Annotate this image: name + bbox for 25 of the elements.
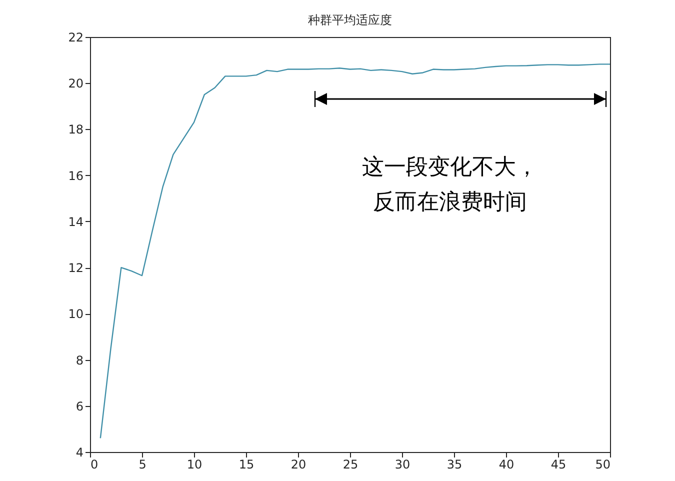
x-tick-label: 25 — [342, 458, 358, 472]
y-tick-label: 12 — [68, 261, 84, 276]
y-tick-label: 6 — [76, 399, 84, 414]
y-tick-label: 14 — [68, 214, 84, 229]
y-tick-label: 22 — [68, 30, 84, 44]
chart-title: 种群平均适应度 — [308, 13, 392, 27]
x-tick-label: 30 — [394, 458, 410, 472]
y-tick-label: 8 — [76, 353, 84, 368]
y-tick-label: 16 — [68, 168, 84, 183]
y-tick-label: 20 — [68, 76, 84, 91]
x-tick-label: 20 — [290, 458, 306, 472]
x-tick-label: 15 — [238, 458, 254, 472]
x-tick-label: 35 — [446, 458, 462, 472]
x-tick-label: 10 — [186, 458, 202, 472]
x-tick-label: 5 — [138, 458, 146, 472]
y-tick-label: 4 — [76, 446, 84, 460]
x-tick-label: 50 — [595, 458, 610, 472]
x-tick-label: 40 — [498, 458, 514, 472]
x-tick-label: 0 — [90, 458, 98, 472]
x-tick-label: 45 — [550, 458, 566, 472]
y-tick-label: 18 — [68, 122, 84, 137]
line-series — [100, 64, 611, 439]
annotation: 这一段变化不大， — [362, 155, 538, 180]
y-tick-label: 10 — [68, 307, 84, 322]
annotation: 反而在浪费时间 — [373, 190, 527, 215]
